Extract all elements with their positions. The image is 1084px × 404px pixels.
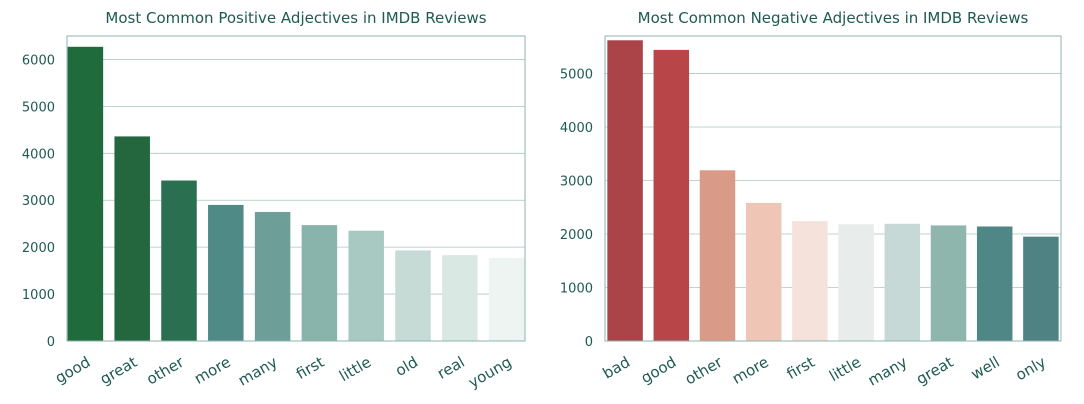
negative-bar-little	[838, 224, 874, 341]
negative-bar-more	[745, 202, 782, 341]
positive-bar-old	[395, 250, 431, 341]
negative-y-tick-label: 4000	[560, 121, 593, 136]
negative-y-tick-label: 5000	[560, 67, 593, 82]
positive-y-tick-label: 6000	[22, 53, 55, 68]
positive-plot-frame	[66, 35, 526, 342]
negative-bar-good	[653, 49, 690, 341]
negative-x-tick-label: other	[682, 352, 726, 388]
negative-x-tick-label: first	[784, 353, 818, 383]
positive-y-tick-label: 0	[47, 335, 55, 350]
positive-adjectives-chart-svg: Most Common Positive Adjectives in IMDB …	[22, 9, 526, 392]
negative-plot-frame	[604, 35, 1062, 342]
negative-bar-only	[1023, 236, 1059, 341]
negative-x-tick-label: only	[1012, 353, 1049, 385]
negative-y-tick-label: 2000	[560, 228, 593, 243]
positive-x-tick-label: real	[434, 353, 468, 383]
negative-y-tick-label: 3000	[560, 174, 593, 189]
negative-x-tick-label: bad	[600, 353, 633, 383]
positive-x-tick-label: little	[336, 353, 374, 385]
positive-y-tick-label: 4000	[22, 147, 55, 162]
positive-y-tick-label: 2000	[22, 241, 55, 256]
negative-x-tick-label: great	[913, 353, 956, 388]
negative-bar-many	[884, 223, 921, 341]
negative-bar-other	[699, 170, 736, 341]
positive-y-tick-label: 5000	[22, 100, 55, 115]
positive-x-tick-label: many	[235, 353, 281, 390]
positive-bar-good	[67, 46, 104, 342]
negative-x-tick-label: well	[968, 353, 1003, 384]
negative-adjectives-chart-svg: Most Common Negative Adjectives in IMDB …	[560, 9, 1062, 390]
positive-bar-little	[348, 230, 384, 341]
positive-adjectives-chart: Most Common Positive Adjectives in IMDB …	[0, 0, 542, 400]
positive-x-tick-label: other	[143, 352, 187, 388]
negative-bar-well	[976, 226, 1013, 341]
positive-bar-more	[208, 204, 244, 341]
positive-y-tick-label: 1000	[22, 288, 55, 303]
negative-x-tick-label: good	[638, 353, 679, 387]
negative-y-tick-label: 1000	[560, 281, 593, 296]
negative-adjectives-chart: Most Common Negative Adjectives in IMDB …	[542, 0, 1084, 400]
positive-x-tick-label: first	[293, 353, 327, 383]
positive-x-tick-label: young	[465, 353, 514, 392]
negative-bar-great	[930, 225, 967, 341]
negative-bar-first	[792, 221, 828, 341]
positive-bar-real	[442, 255, 478, 341]
negative-x-tick-label: more	[729, 353, 772, 388]
positive-bar-first	[301, 225, 338, 341]
positive-chart-title: Most Common Positive Adjectives in IMDB …	[105, 9, 486, 27]
positive-bar-young	[488, 257, 525, 341]
negative-x-tick-label: many	[865, 353, 911, 390]
positive-x-tick-label: good	[52, 353, 93, 387]
positive-x-tick-label: old	[392, 353, 421, 380]
negative-chart-title: Most Common Negative Adjectives in IMDB …	[638, 9, 1029, 27]
positive-bar-great	[114, 136, 150, 341]
positive-y-tick-label: 3000	[22, 194, 55, 209]
negative-x-tick-label: little	[826, 353, 864, 385]
positive-bar-other	[161, 180, 197, 341]
positive-x-tick-label: great	[97, 353, 140, 388]
positive-bar-many	[254, 211, 291, 341]
negative-y-tick-label: 0	[585, 335, 593, 350]
negative-bar-bad	[607, 40, 643, 341]
positive-x-tick-label: more	[191, 353, 234, 388]
